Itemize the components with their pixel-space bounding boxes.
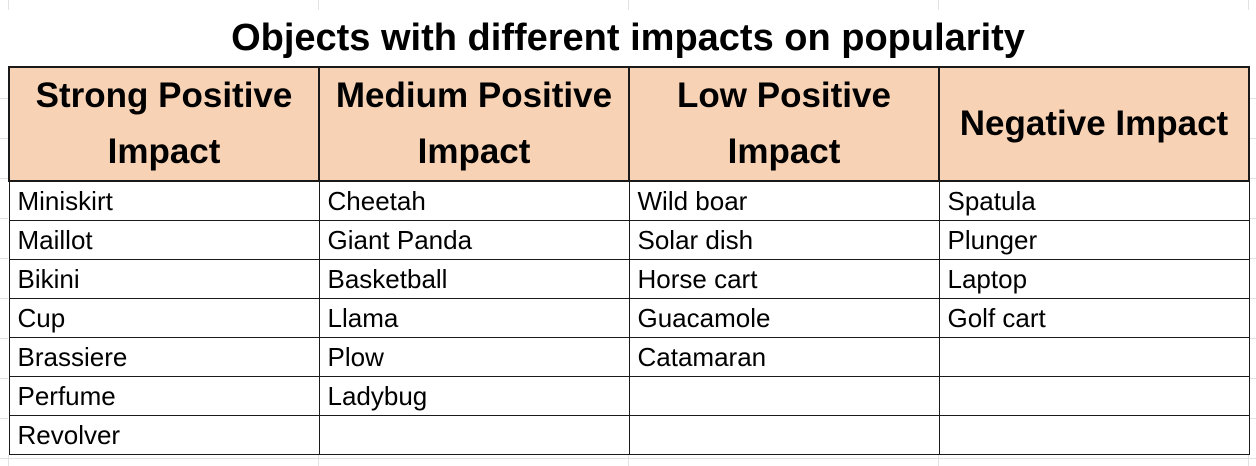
table-cell[interactable] (938, 337, 1250, 377)
table-cell[interactable]: Bikini (8, 259, 320, 299)
table-cell[interactable]: Horse cart (628, 259, 940, 299)
header-negative[interactable]: Negative Impact (938, 66, 1250, 182)
table-cell[interactable] (938, 415, 1250, 455)
table-cell[interactable]: Plow (318, 337, 630, 377)
table-cell[interactable]: Basketball (318, 259, 630, 299)
sheet-title: Objects with different impacts on popula… (0, 10, 1256, 66)
table-cell[interactable]: Spatula (938, 180, 1250, 221)
table-row: Bikini Basketball Horse cart Laptop (8, 259, 1250, 299)
table-row: Revolver (8, 415, 1250, 455)
table-row: Maillot Giant Panda Solar dish Plunger (8, 220, 1250, 260)
header-low-positive[interactable]: Low Positive Impact (628, 66, 940, 182)
table-cell[interactable]: Cup (8, 298, 320, 338)
table-cell[interactable]: Ladybug (318, 376, 630, 416)
table-row: Miniskirt Cheetah Wild boar Spatula (8, 180, 1250, 221)
table-cell[interactable] (938, 376, 1250, 416)
table-cell[interactable]: Guacamole (628, 298, 940, 338)
table-cell[interactable]: Perfume (8, 376, 320, 416)
table-cell[interactable]: Cheetah (318, 180, 630, 221)
header-row: Strong Positive Impact Medium Positive I… (8, 66, 1250, 182)
table-cell[interactable] (318, 415, 630, 455)
table-cell[interactable] (628, 415, 940, 455)
table-cell[interactable]: Brassiere (8, 337, 320, 377)
table-row: Perfume Ladybug (8, 376, 1250, 416)
table-cell[interactable]: Catamaran (628, 337, 940, 377)
table-cell[interactable] (628, 376, 940, 416)
table-cell[interactable]: Solar dish (628, 220, 940, 260)
table-cell[interactable]: Plunger (938, 220, 1250, 260)
table-row: Cup Llama Guacamole Golf cart (8, 298, 1250, 338)
impact-table: Strong Positive Impact Medium Positive I… (8, 66, 1250, 455)
table-cell[interactable]: Llama (318, 298, 630, 338)
table-cell[interactable]: Golf cart (938, 298, 1250, 338)
table-cell[interactable]: Revolver (8, 415, 320, 455)
table-cell[interactable]: Giant Panda (318, 220, 630, 260)
table-cell[interactable]: Miniskirt (8, 180, 320, 221)
table-row: Brassiere Plow Catamaran (8, 337, 1250, 377)
table-cell[interactable]: Wild boar (628, 180, 940, 221)
table-cell[interactable]: Laptop (938, 259, 1250, 299)
header-strong-positive[interactable]: Strong Positive Impact (8, 66, 320, 182)
header-medium-positive[interactable]: Medium Positive Impact (318, 66, 630, 182)
table-cell[interactable]: Maillot (8, 220, 320, 260)
